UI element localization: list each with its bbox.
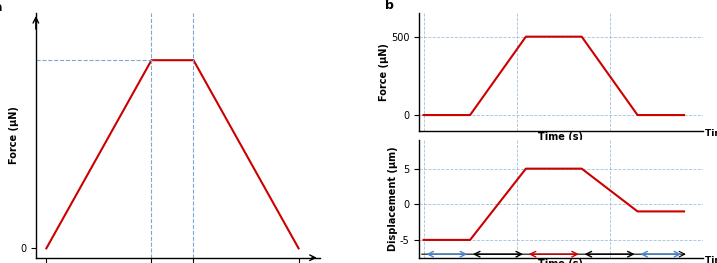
- Y-axis label: Displacement (μm): Displacement (μm): [388, 147, 398, 251]
- Y-axis label: Force (μN): Force (μN): [379, 43, 389, 101]
- X-axis label: Time (s): Time (s): [538, 132, 584, 142]
- Text: Time (s): Time (s): [706, 129, 717, 138]
- Text: b: b: [385, 0, 394, 12]
- Text: a: a: [0, 1, 1, 14]
- X-axis label: Time (s): Time (s): [538, 259, 584, 263]
- Text: Time (s): Time (s): [706, 256, 717, 263]
- Y-axis label: Force (μN): Force (μN): [9, 107, 19, 164]
